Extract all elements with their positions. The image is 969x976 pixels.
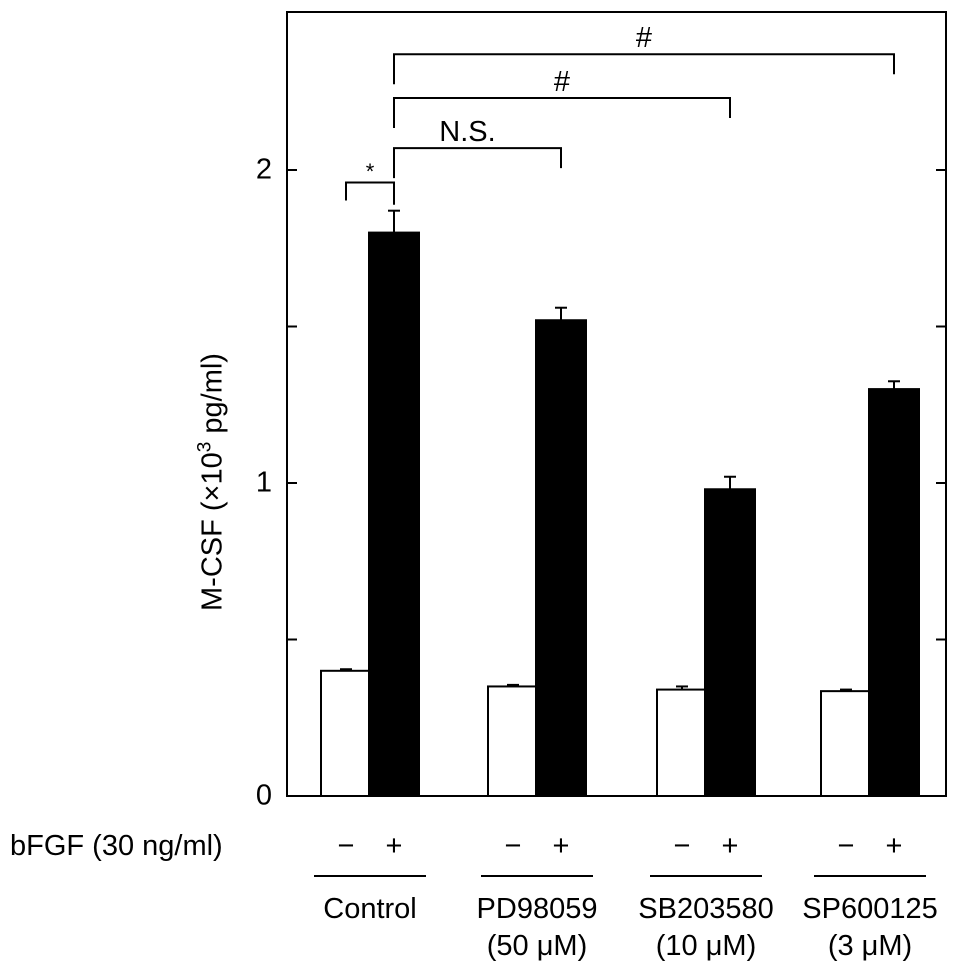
- plus-sign-label: +: [552, 830, 570, 862]
- bar-sp600125-plus: [868, 388, 920, 797]
- group-label-sb203580: SB203580: [638, 893, 774, 925]
- group-concentration-sb203580: (10 μM): [655, 930, 757, 962]
- plus-sign-label: +: [885, 830, 903, 862]
- group-label-control: Control: [323, 893, 417, 925]
- bar-sp600125-minus: [820, 690, 872, 798]
- minus-sign-label: −: [837, 830, 855, 862]
- significance-bracket: [345, 181, 395, 205]
- bar-pd98059-plus: [535, 319, 587, 797]
- plus-sign-label: +: [721, 830, 739, 862]
- bar-pd98059-minus: [487, 685, 539, 798]
- group-label-pd98059: PD98059: [476, 893, 598, 925]
- significance-bracket: [393, 53, 895, 85]
- group-concentration-pd98059: (50 μM): [486, 930, 588, 962]
- significance-label: #: [635, 22, 653, 55]
- plus-sign-label: +: [385, 830, 403, 862]
- significance-label: #: [553, 66, 571, 98]
- group-label-sp600125: SP600125: [802, 893, 938, 925]
- significance-label: N.S.: [439, 116, 496, 149]
- y-tick-label-0: 0: [255, 779, 272, 812]
- group-concentration-sp600125: (3 μM): [827, 930, 913, 962]
- minus-sign-label: −: [337, 830, 355, 862]
- significance-bracket: [393, 97, 731, 129]
- bar-control-plus: [368, 231, 420, 798]
- significance-bracket: [393, 147, 562, 179]
- significance-label: *: [365, 158, 375, 184]
- minus-sign-label: −: [673, 830, 691, 862]
- minus-sign-label: −: [504, 830, 522, 862]
- bar-sb203580-plus: [704, 488, 756, 797]
- treatment-label: bFGF (30 ng/ml): [10, 830, 223, 862]
- bar-control-minus: [320, 669, 372, 797]
- y-tick-label-1: 1: [255, 466, 272, 499]
- bar-sb203580-minus: [656, 688, 708, 798]
- y-tick-label-2: 2: [255, 153, 272, 186]
- plot-frame: [286, 11, 947, 797]
- y-axis-label: M-CSF (×103 pg/ml): [194, 353, 229, 611]
